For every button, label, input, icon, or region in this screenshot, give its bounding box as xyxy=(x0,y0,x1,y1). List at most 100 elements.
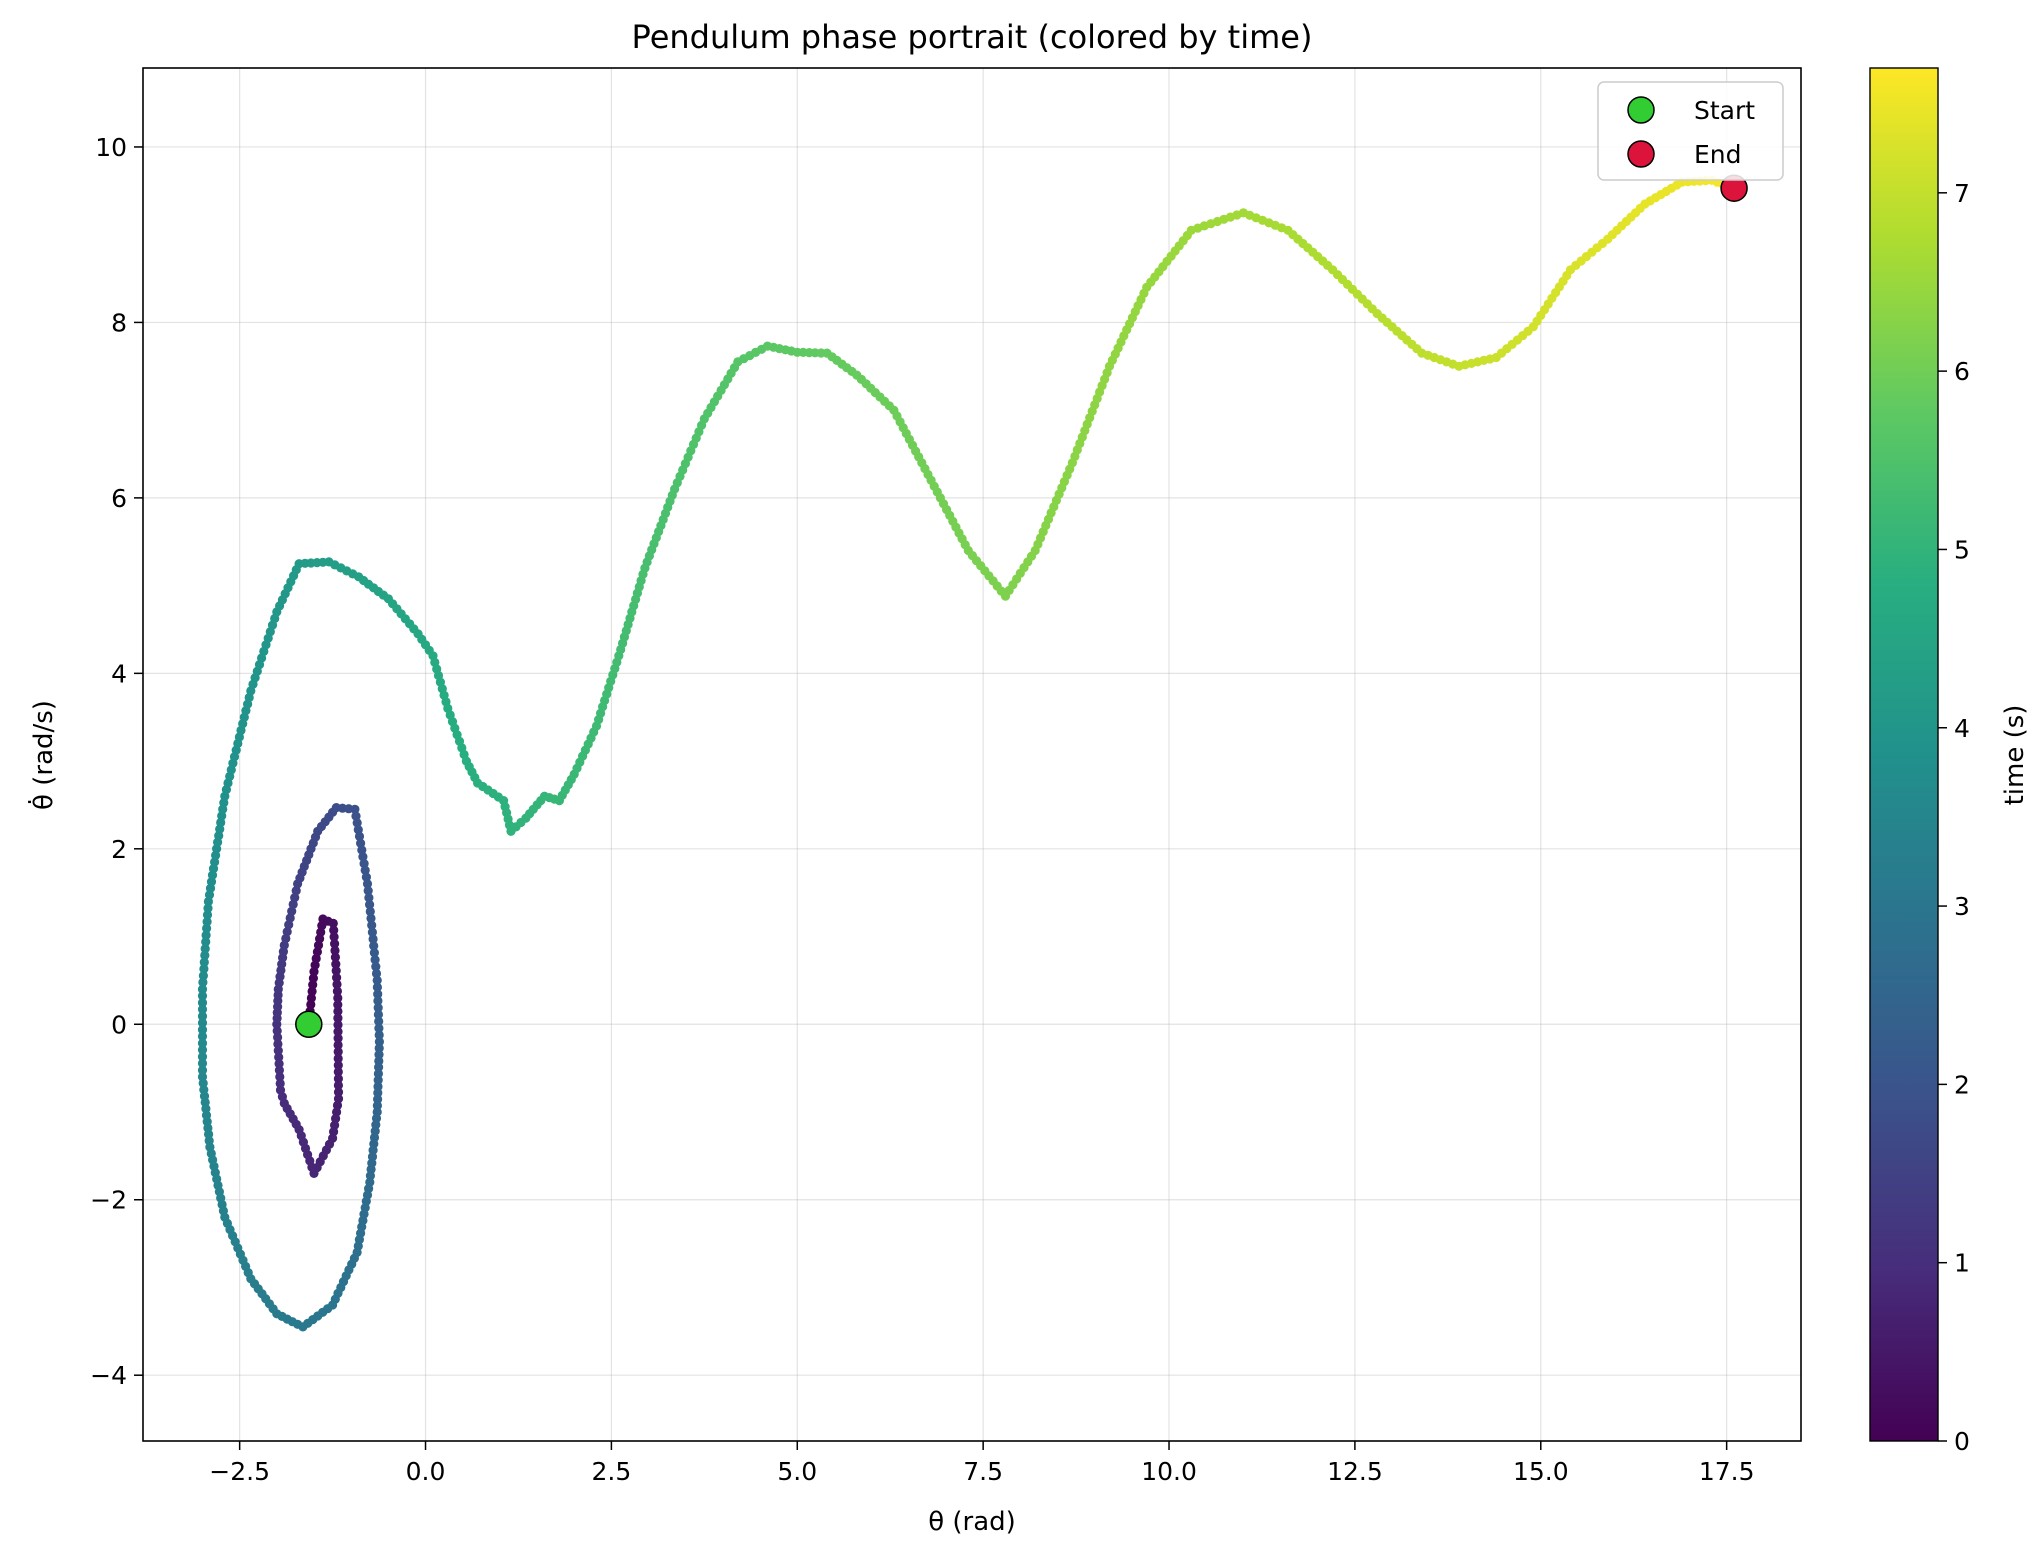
start-end-markers xyxy=(295,174,1748,1039)
trajectory-point xyxy=(373,1069,383,1079)
trajectory-point xyxy=(333,1053,343,1064)
y-tick-label: 10 xyxy=(95,133,127,162)
trajectory-point xyxy=(368,934,378,944)
colorbar-label: time (s) xyxy=(2000,705,2030,806)
trajectory-point xyxy=(197,1072,208,1082)
trajectory-point xyxy=(200,944,210,954)
colorbar-tick-label: 1 xyxy=(1954,1249,1970,1278)
trajectory-point xyxy=(358,852,368,862)
legend-end-label: End xyxy=(1694,140,1742,169)
colorbar-gradient xyxy=(1869,67,1939,1442)
trajectory-point xyxy=(198,977,208,988)
trajectory-point xyxy=(373,1075,383,1085)
trajectory-point xyxy=(329,925,339,935)
trajectory-point xyxy=(331,959,341,969)
colorbar-tick-label: 2 xyxy=(1954,1070,1970,1099)
trajectory-point xyxy=(333,1067,343,1077)
y-tick-label: 8 xyxy=(111,308,127,337)
trajectory-point xyxy=(333,1013,343,1023)
trajectory-point xyxy=(333,1060,343,1070)
trajectory-point xyxy=(332,986,342,996)
trajectory-point xyxy=(202,923,212,934)
trajectory-point xyxy=(374,1050,384,1060)
trajectory-point xyxy=(374,1037,384,1047)
trajectory-point xyxy=(197,991,208,1001)
trajectory-point xyxy=(333,1020,343,1030)
trajectory-point xyxy=(370,955,380,965)
trajectory-point xyxy=(197,1065,208,1075)
x-tick-label: 12.5 xyxy=(1327,1457,1383,1486)
trajectory-point xyxy=(333,1080,343,1090)
trajectory-point xyxy=(197,1052,208,1062)
trajectory-point xyxy=(365,900,375,910)
y-tick-label: 4 xyxy=(111,659,127,688)
trajectory-point xyxy=(352,818,362,828)
chart-title: Pendulum phase portrait (colored by time… xyxy=(632,18,1313,56)
trajectory-point xyxy=(374,1030,384,1040)
trajectory-point xyxy=(197,1031,208,1041)
trajectory-point xyxy=(282,927,292,937)
plot-area-frame xyxy=(142,67,1802,1442)
trajectory-point xyxy=(350,804,360,814)
trajectory-point xyxy=(275,1085,286,1095)
y-tick-label: 6 xyxy=(111,484,127,513)
x-tick-label: 15.0 xyxy=(1513,1457,1569,1486)
start-marker xyxy=(295,1010,323,1039)
trajectory-point xyxy=(330,939,340,949)
trajectory-point xyxy=(372,1101,382,1111)
trajectory-point xyxy=(199,964,209,974)
x-tick-label: 0.0 xyxy=(406,1457,446,1486)
colorbar-tick-label: 3 xyxy=(1954,892,1970,921)
x-axis-label: θ (rad) xyxy=(928,1507,1016,1537)
x-tick-label: 2.5 xyxy=(592,1457,632,1486)
trajectory-point xyxy=(372,975,382,986)
trajectory-point xyxy=(332,979,342,990)
trajectory-point xyxy=(201,937,211,947)
trajectory-point xyxy=(273,1039,283,1049)
x-tick-label: 7.5 xyxy=(963,1457,1003,1486)
trajectory-point xyxy=(197,1058,208,1068)
trajectory-point xyxy=(308,973,318,983)
y-tick-label: 0 xyxy=(111,1010,127,1039)
trajectory-point xyxy=(333,1074,343,1084)
legend-start-marker xyxy=(1627,96,1655,124)
trajectory-point xyxy=(329,932,339,942)
colorbar-tick-label: 6 xyxy=(1954,357,1970,386)
trajectory-point xyxy=(197,1038,208,1048)
trajectory-point xyxy=(351,811,361,821)
trajectory-point xyxy=(200,950,210,961)
trajectory-point xyxy=(333,993,343,1003)
colorbar-tick-label: 0 xyxy=(1954,1427,1970,1456)
colorbar-tick-label: 5 xyxy=(1954,535,1970,564)
grid-lines xyxy=(143,68,1801,1441)
trajectory-point xyxy=(373,989,383,999)
trajectory-point xyxy=(275,1072,285,1082)
trajectory-point xyxy=(197,1025,208,1035)
y-axis-ticks: −4 −2 0 2 4 6 8 10 xyxy=(90,133,143,1390)
trajectory-series xyxy=(197,175,1739,1332)
legend-box xyxy=(1597,81,1784,181)
y-tick-label: 2 xyxy=(111,835,127,864)
colorbar: 0 1 2 3 4 5 6 7 time (s) xyxy=(1869,67,2030,1456)
x-tick-label: −2.5 xyxy=(209,1457,270,1486)
trajectory-point xyxy=(197,1004,208,1015)
trajectory-point xyxy=(274,1065,284,1075)
trajectory-point xyxy=(307,986,317,997)
trajectory-point xyxy=(201,930,211,940)
trajectory-point xyxy=(333,1000,343,1010)
trajectory-point xyxy=(357,845,367,855)
trajectory-point xyxy=(366,913,376,924)
trajectory-point xyxy=(274,1059,284,1069)
trajectory-point xyxy=(330,945,340,956)
trajectory-point xyxy=(362,879,373,889)
trajectory-point xyxy=(373,1094,383,1104)
trajectory-point xyxy=(290,893,300,903)
trajectory-point xyxy=(374,1062,384,1072)
x-tick-label: 5.0 xyxy=(777,1457,817,1486)
y-tick-label: −4 xyxy=(90,1361,127,1390)
colorbar-tick-label: 4 xyxy=(1954,714,1970,743)
trajectory-point xyxy=(354,831,365,842)
trajectory-point xyxy=(374,1016,384,1026)
